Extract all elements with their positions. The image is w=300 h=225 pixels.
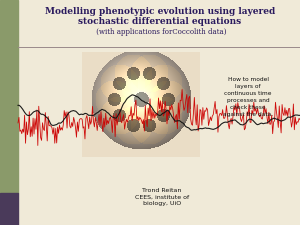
Text: Trond Reitan
CEES, institute of
biology, UiO: Trond Reitan CEES, institute of biology,…	[135, 187, 189, 207]
Text: How to model
layers of
continuous time
processes and
check these
against the dat: How to model layers of continuous time p…	[223, 77, 273, 117]
Text: Modelling phenotypic evolution using layered: Modelling phenotypic evolution using lay…	[45, 7, 275, 16]
Text: stochastic differential equations: stochastic differential equations	[78, 18, 242, 27]
Text: (with applications forCoccolith data): (with applications forCoccolith data)	[94, 28, 226, 36]
Bar	[0, 0, 18, 193]
Bar	[0, 193, 18, 225]
